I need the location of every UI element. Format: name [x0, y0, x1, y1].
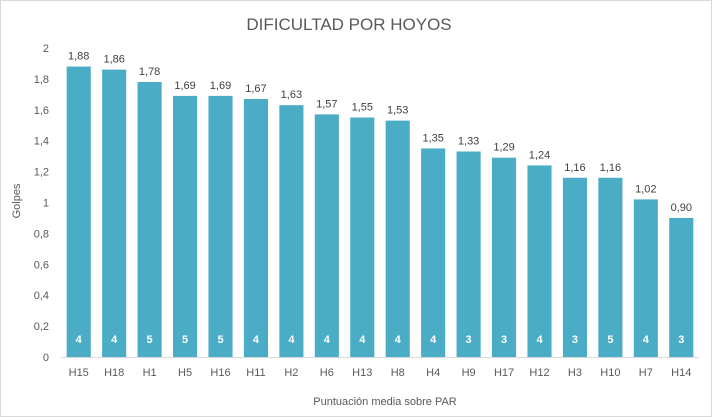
y-axis: 0 0,2 0,4 0,6 0,8 1 1,2 1,4 1,6 1,8 2 [34, 43, 49, 364]
y-tick-label: 1 [43, 198, 49, 210]
par-label: 3 [678, 334, 684, 346]
data-label: 1,29 [493, 142, 514, 154]
y-tick-label: 1,8 [34, 74, 49, 86]
x-tick-label: H10 [600, 367, 620, 379]
bar [243, 98, 268, 358]
data-label: 1,16 [564, 162, 585, 174]
par-label: 4 [643, 334, 650, 346]
data-label: 1,86 [103, 54, 124, 66]
y-tick-label: 1,2 [34, 167, 49, 179]
bar [492, 157, 517, 357]
par-label: 4 [111, 334, 118, 346]
x-tick-label: H15 [69, 367, 89, 379]
x-tick-label: H16 [210, 367, 230, 379]
y-tick-label: 0,6 [34, 259, 49, 271]
x-tick-label: H18 [104, 367, 124, 379]
y-tick-label: 0 [43, 352, 49, 364]
x-tick-label: H13 [352, 367, 372, 379]
x-tick-label: H14 [671, 367, 691, 379]
data-label: 1,33 [458, 136, 479, 148]
par-label: 3 [466, 334, 472, 346]
y-tick-label: 0,4 [34, 290, 49, 302]
x-tick-label: H4 [426, 367, 440, 379]
data-label: 1,78 [139, 66, 160, 78]
bar [633, 199, 658, 357]
data-label: 1,35 [422, 132, 443, 144]
x-axis: H15 H18 H1 H5 H16 H11 H2 H6 H13 H8 H4 H9 H17 H12 H3 H10… [69, 367, 692, 379]
bar [421, 148, 446, 357]
x-tick-label: H12 [529, 367, 549, 379]
x-tick-label: H8 [391, 367, 405, 379]
x-tick-label: H6 [320, 367, 334, 379]
y-tick-label: 0,8 [34, 228, 49, 240]
data-label: 1,88 [68, 51, 89, 63]
par-label: 4 [76, 334, 83, 346]
par-label: 4 [359, 334, 366, 346]
bar [279, 105, 304, 357]
bar [137, 81, 162, 358]
x-tick-label: H7 [639, 367, 653, 379]
y-tick-label: 1,4 [34, 136, 49, 148]
par-label: 4 [324, 334, 331, 346]
data-label: 1,69 [210, 80, 231, 92]
x-tick-label: H5 [178, 367, 192, 379]
par-label: 4 [395, 334, 402, 346]
bar [208, 95, 233, 358]
y-tick-label: 0,2 [34, 321, 49, 333]
data-label: 1,16 [600, 162, 621, 174]
par-label: 4 [430, 334, 437, 346]
x-tick-label: H17 [494, 367, 514, 379]
x-tick-label: H9 [462, 367, 476, 379]
bar [669, 217, 694, 357]
bar [385, 120, 410, 358]
bar [173, 95, 198, 358]
data-label: 1,57 [316, 98, 337, 110]
x-tick-label: H3 [568, 367, 582, 379]
par-label: 4 [253, 334, 260, 346]
par-label: 5 [607, 334, 613, 346]
bar [456, 151, 481, 357]
data-label: 1,24 [529, 149, 550, 161]
data-label: 1,55 [352, 102, 373, 114]
par-label: 4 [536, 334, 543, 346]
x-tick-label: H11 [246, 367, 265, 379]
x-tick-label: H1 [143, 367, 157, 379]
par-label: 3 [501, 334, 507, 346]
data-label: 1,69 [174, 80, 195, 92]
bar [66, 66, 91, 357]
par-label: 5 [217, 334, 223, 346]
bar [527, 165, 552, 357]
data-label: 1,67 [245, 83, 266, 95]
x-tick-label: H2 [284, 367, 298, 379]
y-tick-label: 2 [43, 43, 49, 55]
bar [314, 114, 339, 357]
data-label: 1,02 [635, 183, 656, 195]
y-axis-title: Golpes [11, 183, 23, 218]
x-axis-title: Puntuación media sobre PAR [313, 396, 457, 408]
bar [562, 177, 587, 357]
bar [598, 177, 623, 357]
data-label: 1,53 [387, 105, 408, 117]
par-label: 5 [182, 334, 188, 346]
bar [102, 69, 127, 357]
data-label: 0,90 [671, 202, 692, 214]
par-label: 4 [288, 334, 295, 346]
bar [350, 117, 375, 358]
y-tick-label: 1,6 [34, 105, 49, 117]
par-label: 5 [147, 334, 153, 346]
chart-title: DIFICULTAD POR HOYOS [246, 15, 451, 34]
bars: 1,88 4 1,86 4 1,78 5 1,69 5 1,69 5 1,67 4 1,63 4 1,57 4… [66, 51, 694, 358]
par-label: 3 [572, 334, 578, 346]
data-label: 1,63 [281, 89, 302, 101]
